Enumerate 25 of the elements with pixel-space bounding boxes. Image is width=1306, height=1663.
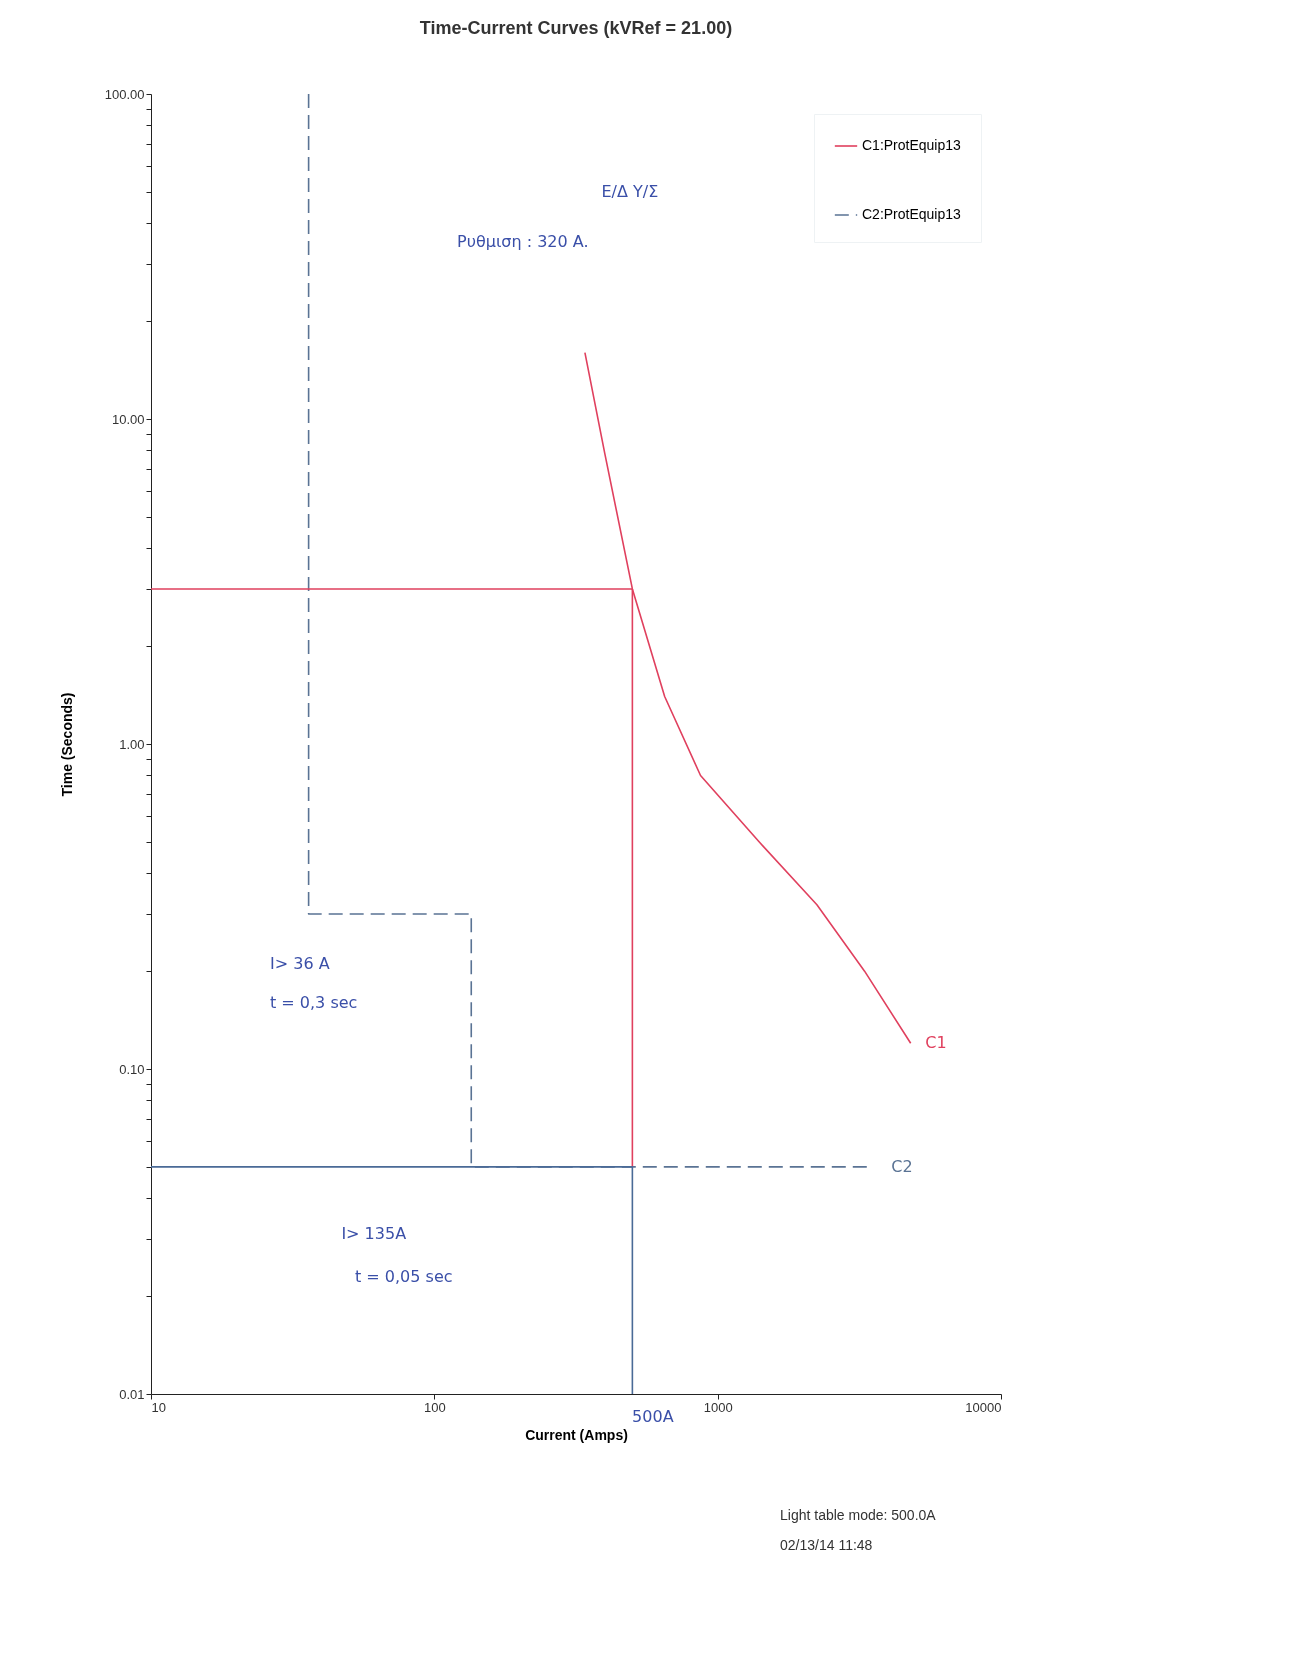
text: 02/13/14 11:48: [780, 1536, 874, 1555]
annotation: I> 135A: [341, 1224, 407, 1244]
text: 500A: [632, 1407, 674, 1427]
annotation: t = 0,3 sec: [270, 992, 358, 1012]
annotation: Ρυθμιση : 320 A.: [457, 232, 589, 252]
annotation: I> 36 A: [270, 953, 330, 973]
x-tick-label: 10000: [965, 1399, 1002, 1415]
y-axis-title: Time (Seconds): [58, 692, 75, 797]
annotation: C2: [891, 1156, 913, 1176]
x-tick-label: 100: [423, 1399, 446, 1415]
x-tick-label: 1000: [703, 1399, 733, 1415]
y-tick-label: 1.00: [119, 736, 145, 752]
annotation: Ε/Δ Υ/Σ: [601, 181, 659, 201]
x-tick-label: 10: [151, 1399, 166, 1415]
annotation: C1: [925, 1033, 947, 1052]
y-tick-label: 10.00: [111, 411, 145, 427]
y-tick-label: 0.01: [119, 1386, 145, 1402]
legend-label: C1:ProtEquip13: [862, 137, 962, 153]
legend-label: C2:ProtEquip13: [862, 206, 962, 222]
chart-title: Time-Current Curves (kVRef = 21.00): [419, 18, 733, 38]
annotation: t = 0,05 sec: [355, 1267, 453, 1286]
y-tick-label: 100.00: [104, 86, 145, 102]
x-axis-title: Current (Amps): [525, 1426, 628, 1443]
y-tick-label: 0.10: [119, 1061, 145, 1077]
text: Light table mode: 500.0A: [780, 1506, 936, 1525]
